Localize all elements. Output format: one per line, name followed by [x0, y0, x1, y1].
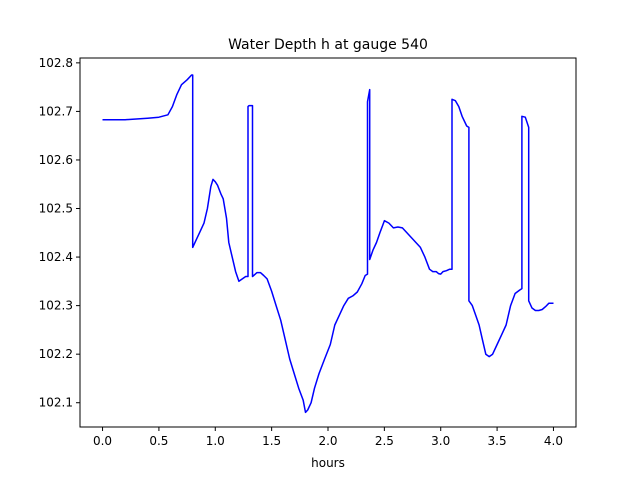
x-tick-label: 0.0 — [93, 434, 112, 448]
y-tick-label: 102.2 — [39, 347, 73, 361]
y-tick-label: 102.7 — [39, 104, 73, 118]
y-tick-label: 102.5 — [39, 202, 73, 216]
x-tick-label: 3.5 — [488, 434, 507, 448]
x-tick-label: 4.0 — [544, 434, 563, 448]
x-tick-label: 1.5 — [262, 434, 281, 448]
x-tick-label: 2.5 — [375, 434, 394, 448]
x-axis: 0.0 0.5 1.0 1.5 2.0 2.5 3.0 3.5 4.0 — [93, 427, 563, 448]
y-tick-label: 102.3 — [39, 299, 73, 313]
y-tick-label: 102.8 — [39, 56, 73, 70]
y-tick-label: 102.1 — [39, 396, 73, 410]
series-line — [102, 74, 554, 414]
x-tick-label: 2.0 — [318, 434, 337, 448]
series-layer — [102, 74, 554, 414]
y-axis: 102.1 102.2 102.3 102.4 102.5 102.6 102.7 102.8 — [39, 56, 80, 410]
y-tick-label: 102.4 — [39, 250, 73, 264]
y-tick-label: 102.6 — [39, 153, 73, 167]
x-tick-label: 3.0 — [431, 434, 450, 448]
x-axis-label: hours — [311, 456, 345, 470]
x-tick-label: 1.0 — [206, 434, 225, 448]
chart-title: Water Depth h at gauge 540 — [228, 37, 428, 53]
x-tick-label: 0.5 — [149, 434, 168, 448]
